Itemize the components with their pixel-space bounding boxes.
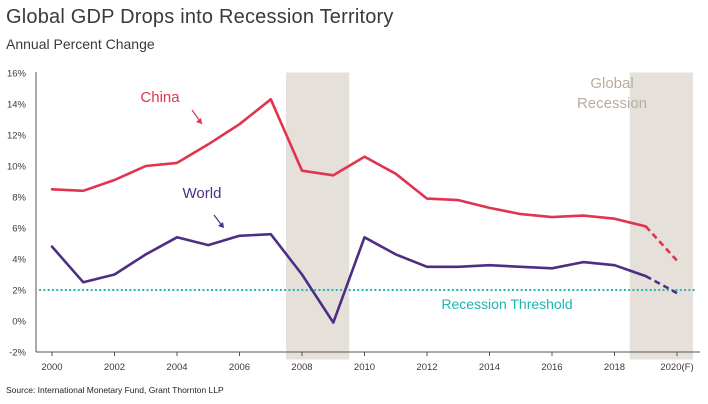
recession-label-line-1: Global (590, 75, 633, 92)
x-tick-label: 2018 (604, 362, 625, 373)
world-series-label: World (183, 185, 222, 202)
y-tick-label: 16% (7, 69, 27, 80)
y-tick-label: 6% (12, 224, 26, 235)
china-forecast-line (644, 225, 678, 262)
recession-band-2 (629, 72, 693, 360)
x-tick-label: 2000 (41, 362, 62, 373)
china-arrow-head (196, 118, 202, 124)
recession-threshold-label: Recession Threshold (441, 296, 572, 312)
y-tick-label: 2% (12, 286, 26, 297)
x-tick-label: 2010 (354, 362, 375, 373)
x-tick-label: 2002 (104, 362, 125, 373)
world-series-line (50, 232, 648, 324)
x-tick-label: 2004 (166, 362, 187, 373)
world-forecast-line (645, 274, 678, 295)
world-arrow-head (218, 222, 224, 228)
y-tick-label: 12% (7, 131, 27, 142)
x-tick-label: 2020(F) (660, 362, 693, 373)
x-tick-label: 2012 (416, 362, 437, 373)
source-note: Source: International Monetary Fund, Gra… (6, 385, 224, 395)
x-tick-label: 2008 (291, 362, 312, 373)
recession-label-line-2: Recession (577, 95, 647, 112)
x-tick-label: 2006 (229, 362, 250, 373)
chart-subtitle: Annual Percent Change (6, 36, 155, 52)
y-tick-label: -2% (9, 348, 26, 359)
y-tick-label: 14% (7, 100, 27, 111)
y-tick-label: 4% (12, 255, 26, 266)
y-tick-label: 0% (12, 317, 26, 328)
chart-title: Global GDP Drops into Recession Territor… (6, 6, 394, 28)
x-tick-label: 2014 (479, 362, 500, 373)
china-series-label: China (140, 89, 180, 106)
x-tick-label: 2016 (541, 362, 562, 373)
china-series-line (50, 98, 648, 228)
recession-band-1 (286, 72, 350, 360)
y-tick-label: 8% (12, 193, 26, 204)
y-tick-label: 10% (7, 162, 27, 173)
